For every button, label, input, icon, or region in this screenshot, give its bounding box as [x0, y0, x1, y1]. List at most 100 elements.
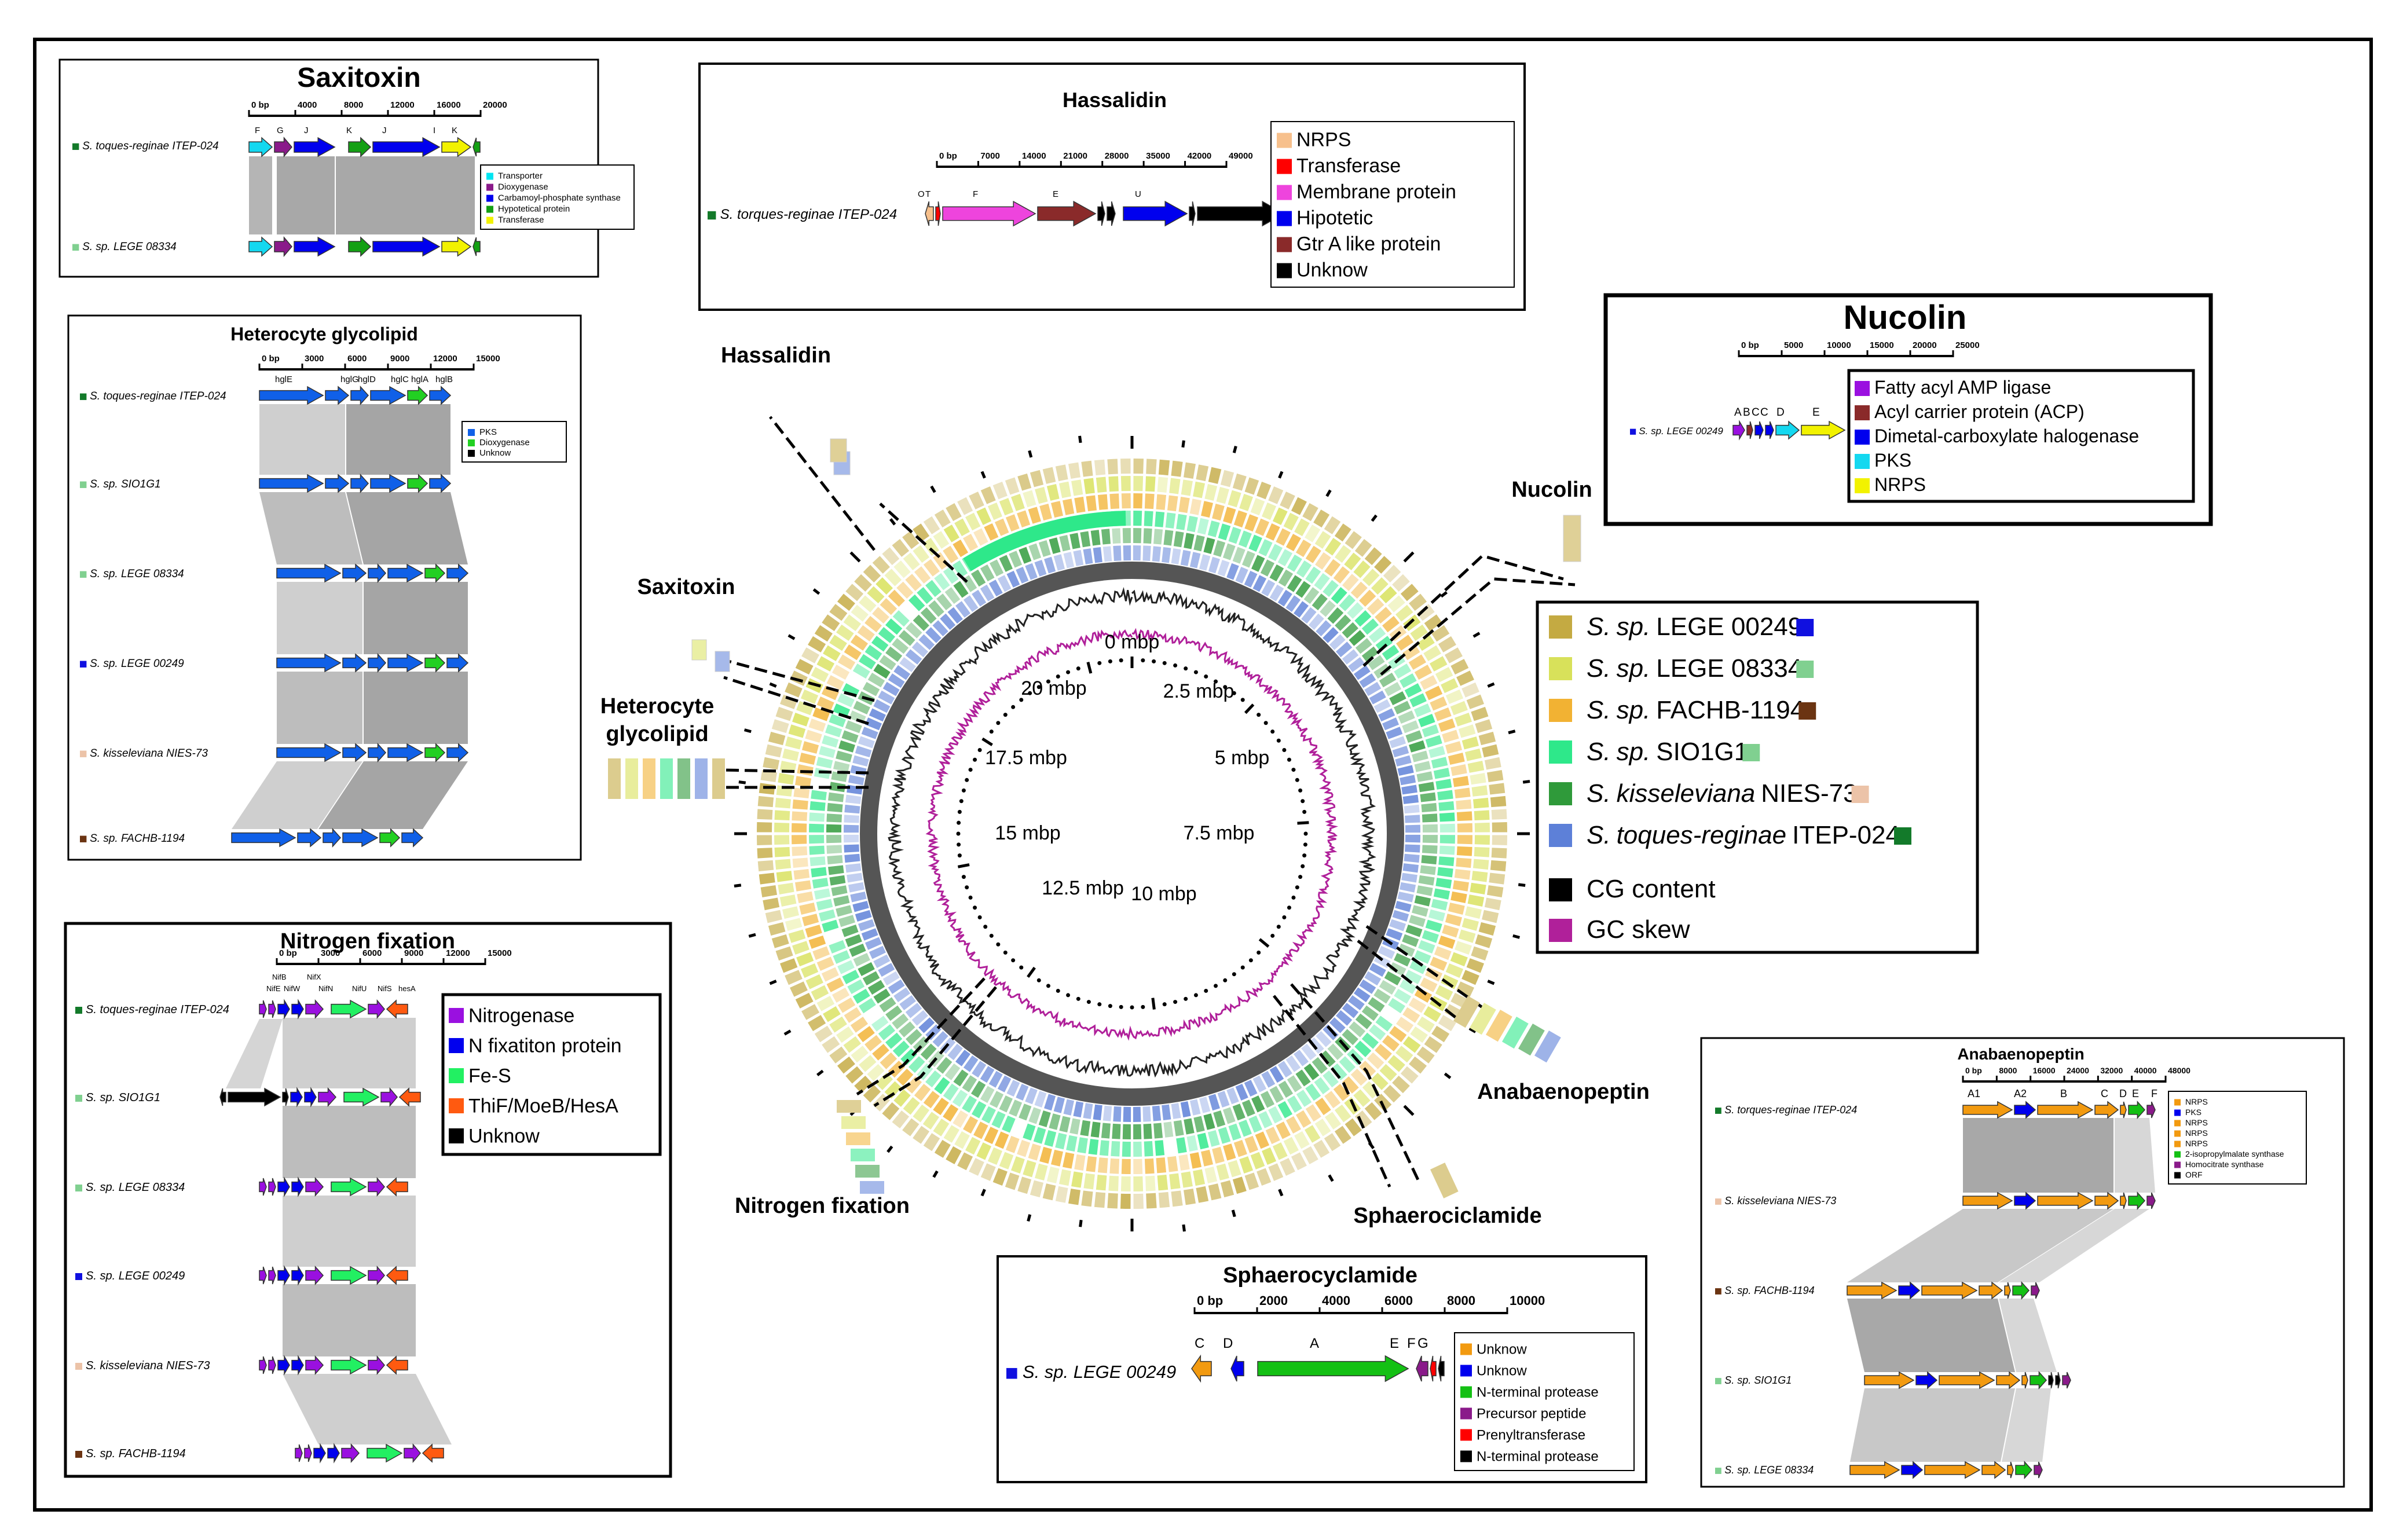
hassalidin-legend-label: Transferase — [1296, 155, 1401, 177]
ring-segment-3 — [811, 867, 827, 878]
ring-segment-1 — [943, 525, 959, 542]
ring-segment-0 — [837, 593, 855, 611]
ring-segment-1 — [1216, 486, 1229, 504]
nucolin-legend-swatch — [1855, 430, 1870, 445]
ring-segment-1 — [1395, 1046, 1413, 1063]
ring-segment-0 — [1257, 482, 1272, 500]
ring-segment-3 — [1399, 979, 1417, 995]
ring-segment-0 — [992, 482, 1008, 500]
ring-segment-1 — [903, 1097, 920, 1115]
ring-segment-5 — [852, 900, 869, 912]
ring-segment-0 — [892, 1110, 910, 1129]
ring-segment-4 — [920, 1043, 937, 1060]
anabaenopeptin-mini-block — [1502, 1017, 1529, 1049]
scale-dot — [1240, 698, 1245, 702]
ring-segment-2 — [1438, 718, 1456, 732]
ring-segment-4 — [944, 1063, 961, 1080]
ring-segment-1 — [775, 859, 792, 870]
anabaenopeptin-scale-label: 16000 — [2033, 1066, 2056, 1075]
ring-segment-3 — [1404, 970, 1422, 985]
scale-dot — [1119, 1004, 1123, 1009]
heterocyte-gene-letter: hglE — [275, 375, 292, 384]
ring-segment-4 — [827, 802, 843, 812]
genome-legend-box — [1536, 600, 1979, 954]
ring-segment-2 — [1156, 494, 1167, 510]
ring-segment-4 — [1327, 607, 1344, 624]
nitrogen-scale-label: 12000 — [446, 948, 470, 958]
ring-segment-2 — [850, 1017, 869, 1033]
ring-segment-2 — [801, 914, 819, 926]
ring-segment-2 — [1233, 1139, 1247, 1157]
label-heterocyte-1: Heterocyte — [600, 694, 714, 718]
ring-segment-3 — [1144, 511, 1153, 527]
ring-segment-4 — [1287, 575, 1302, 592]
anabaenopeptin-row3-gene-arrow — [1939, 1371, 1995, 1389]
scale-dot — [1248, 958, 1253, 963]
scale-dot — [1011, 705, 1016, 709]
panel-nucolin-title: Nucolin — [1844, 299, 1967, 336]
ring-segment-5 — [873, 699, 891, 713]
heterocyte-row3-gene-arrow — [387, 653, 424, 673]
saxitoxin-legend-label: Transporter — [498, 171, 543, 181]
ring-segment-1 — [913, 545, 930, 563]
ring-segment-4 — [970, 569, 986, 587]
ring-segment-5 — [1244, 1080, 1258, 1097]
ring-segment-0 — [1220, 1180, 1235, 1198]
ring-segment-5 — [1308, 1037, 1324, 1054]
anabaenopeptin-strain-tag — [1715, 1198, 1721, 1205]
outer-tick — [1278, 471, 1284, 479]
ring-segment-1 — [816, 996, 835, 1011]
ring-segment-0 — [1475, 719, 1493, 734]
anabaenopeptin-row3-gene-arrow — [2021, 1372, 2028, 1389]
ring-segment-2 — [1039, 1146, 1052, 1164]
ring-segment-3 — [1425, 735, 1442, 748]
nitrogen-gene-letter: NifW — [284, 984, 301, 993]
ring-segment-3 — [991, 1111, 1006, 1128]
gc-content-track — [888, 586, 1376, 1078]
ring-segment-3 — [1186, 515, 1198, 533]
ring-segment-1 — [800, 689, 819, 704]
ring-segment-0 — [1489, 783, 1505, 795]
ring-segment-4 — [1213, 540, 1226, 557]
scale-dot — [1046, 679, 1050, 684]
ring-segment-5 — [861, 928, 878, 941]
ring-segment-2 — [1063, 498, 1075, 515]
scale-dot — [1287, 905, 1291, 910]
ring-segment-4 — [1069, 533, 1080, 549]
ring-segment-3 — [1368, 1024, 1386, 1040]
ring-segment-5 — [1316, 1031, 1332, 1047]
ring-segment-1 — [954, 518, 970, 537]
ring-segment-5 — [1329, 634, 1346, 650]
ring-segment-3 — [1418, 940, 1435, 954]
scale-dot — [1076, 996, 1080, 1001]
ring-segment-0 — [822, 614, 840, 632]
ring-segment-4 — [1251, 1095, 1265, 1113]
heterocyte-row2-gene-arrow — [276, 563, 342, 583]
ring-segment-1 — [1455, 941, 1472, 955]
anabaenopeptin-legend-swatch — [2174, 1099, 2181, 1106]
ring-segment-0 — [795, 992, 814, 1009]
ring-segment-1 — [1353, 560, 1371, 578]
scale-dot — [996, 721, 1001, 725]
ring-segment-4 — [936, 593, 953, 611]
ring-segment-2 — [805, 925, 822, 938]
ring-segment-3 — [908, 1056, 925, 1073]
ring-segment-2 — [1305, 1104, 1321, 1122]
scale-dot — [1046, 984, 1050, 988]
ring-segment-2 — [1223, 507, 1236, 524]
ring-segment-2 — [1223, 1143, 1236, 1161]
ring-segment-5 — [1180, 549, 1191, 566]
ring-segment-5 — [1152, 546, 1162, 562]
ring-segment-4 — [1409, 915, 1426, 927]
ring-segment-0 — [1302, 1146, 1318, 1164]
ring-segment-4 — [1143, 1123, 1152, 1139]
ring-segment-5 — [1316, 620, 1332, 637]
saxitoxin-gene-letter: J — [382, 126, 387, 135]
ring-segment-5 — [1348, 657, 1365, 673]
outer-tick — [1522, 780, 1530, 784]
ring-segment-3 — [1394, 988, 1412, 1004]
scale-dot — [1295, 885, 1299, 890]
scale-tick — [1027, 966, 1036, 978]
ring-segment-0 — [1490, 860, 1507, 872]
